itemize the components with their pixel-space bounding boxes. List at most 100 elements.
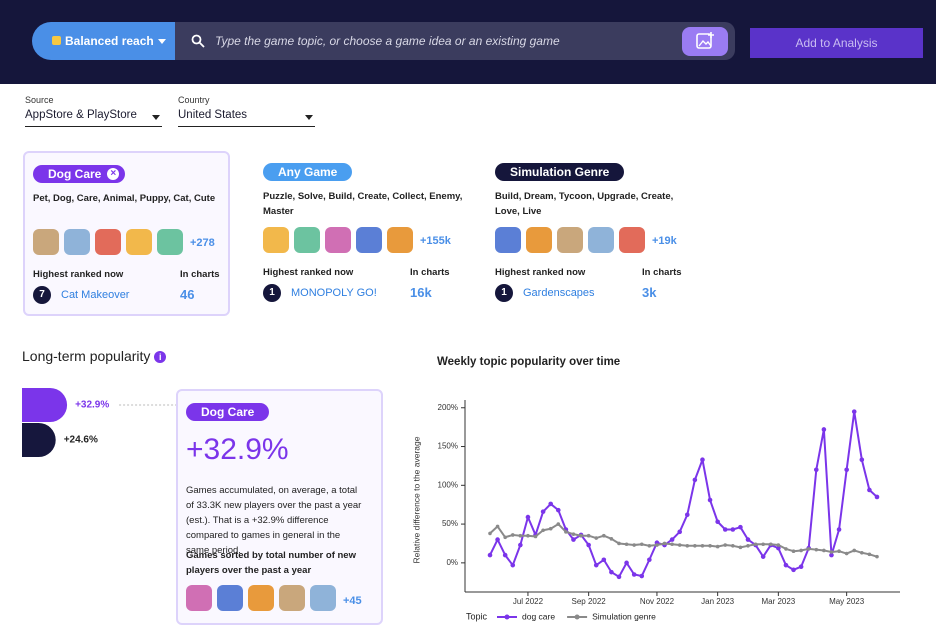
- data-point: [768, 542, 773, 547]
- data-point: [798, 564, 804, 570]
- x-tick-label: Nov 2022: [640, 597, 675, 606]
- data-point: [548, 501, 554, 507]
- data-point: [715, 519, 720, 525]
- data-point: [609, 537, 614, 541]
- game-icon: [263, 227, 289, 253]
- keywords: Build, Dream, Tycoon, Upgrade, Create, L…: [495, 191, 674, 217]
- data-point: [753, 542, 758, 547]
- data-point: [525, 514, 531, 520]
- highest-label: Highest ranked now: [495, 267, 586, 278]
- data-point: [791, 549, 796, 554]
- game-icon: [294, 227, 320, 253]
- filter-label: Country: [178, 95, 210, 105]
- filter-value: AppStore & PlayStore: [25, 109, 137, 121]
- keywords: Puzzle, Solve, Build, Create, Collect, E…: [263, 191, 463, 217]
- x-tick-label: Jan 2023: [701, 597, 734, 606]
- game-icon: [310, 585, 336, 611]
- data-point: [860, 550, 864, 555]
- data-point: [670, 542, 674, 547]
- data-point: [533, 534, 538, 539]
- data-point: [488, 531, 492, 536]
- y-tick-label: 200%: [438, 403, 458, 412]
- more-games: +45: [343, 595, 362, 607]
- data-point: [723, 543, 728, 547]
- filter-select[interactable]: AppStore & PlayStore: [25, 109, 162, 127]
- game-icon: [557, 227, 583, 253]
- data-point: [526, 533, 530, 538]
- topic-card[interactable]: Any Game Puzzle, Solve, Build, Create, Co…: [255, 151, 462, 316]
- data-point: [662, 541, 667, 546]
- highest-label: Highest ranked now: [33, 269, 124, 280]
- search-box[interactable]: Type the game topic, or choose a game id…: [175, 22, 735, 60]
- x-tick-label: May 2023: [829, 597, 865, 606]
- data-point: [692, 477, 698, 483]
- charts-count: 3k: [642, 285, 657, 300]
- data-point: [632, 543, 636, 547]
- popularity-bar: [22, 423, 56, 457]
- detail-text: Games accumulated, on average, a total o…: [186, 485, 362, 556]
- game-icon: [356, 227, 382, 253]
- rank-badge: 1: [495, 284, 513, 302]
- data-point: [540, 509, 546, 514]
- data-point: [700, 543, 705, 548]
- data-point: [586, 533, 591, 538]
- data-point: [799, 548, 803, 553]
- game-icon: [495, 227, 521, 253]
- data-point: [745, 537, 751, 542]
- data-point: [594, 536, 599, 540]
- detail-headline: +32.9%: [186, 433, 289, 466]
- data-point: [836, 527, 842, 532]
- series-line: [489, 410, 878, 578]
- data-point: [776, 543, 781, 547]
- image-button[interactable]: [682, 27, 728, 56]
- data-point: [783, 562, 789, 568]
- tag-label: Simulation Genre: [510, 165, 610, 179]
- data-point: [677, 529, 683, 535]
- data-point: [586, 542, 591, 548]
- data-point: [867, 552, 872, 557]
- data-point: [495, 524, 500, 529]
- data-point: [760, 554, 766, 559]
- popularity-bars: +32.9% +24.6%: [21, 388, 176, 457]
- highest-label: Highest ranked now: [263, 267, 354, 278]
- data-point: [852, 548, 857, 553]
- y-axis-label: Relative difference to the average: [411, 436, 421, 563]
- line-chart: Weekly topic popularity over time Relativ…: [411, 356, 900, 621]
- game-icon: [33, 229, 59, 255]
- game-icon: [95, 229, 121, 255]
- game-icon: [157, 229, 183, 255]
- mode-toggle[interactable]: Balanced reach: [32, 22, 175, 60]
- legend-label: Simulation genre: [592, 611, 656, 621]
- popularity-bar: [21, 388, 68, 422]
- data-point: [631, 572, 637, 577]
- data-point: [624, 560, 629, 566]
- section-title: Long-term popularity i: [22, 348, 167, 364]
- mode-label: Balanced reach: [65, 34, 154, 48]
- rank-badge: 7: [33, 286, 51, 304]
- data-point: [655, 543, 659, 547]
- data-point: [555, 507, 561, 513]
- topic-tag: Any Game: [263, 163, 353, 181]
- data-point: [829, 550, 834, 554]
- topic-card[interactable]: Dog Care × Pet, Dog, Care, Animal, Puppy, …: [23, 151, 230, 316]
- more-games: +155k: [420, 235, 451, 247]
- game-icon: [248, 585, 274, 611]
- data-point: [677, 543, 682, 547]
- top-game: MONOPOLY GO!: [291, 287, 377, 299]
- data-point: [859, 457, 865, 463]
- data-point: [487, 552, 493, 558]
- filter-select[interactable]: United States: [178, 109, 315, 127]
- legend-title: Topic: [466, 611, 488, 621]
- y-tick-label: 0%: [446, 558, 458, 567]
- y-tick-label: 50%: [442, 519, 458, 528]
- data-point: [813, 467, 819, 473]
- topic-card[interactable]: Simulation Genre Build, Dream, Tycoon, Up…: [487, 151, 694, 316]
- y-tick-label: 150%: [438, 442, 458, 451]
- rank-badge: 1: [263, 284, 281, 302]
- data-point: [700, 457, 705, 463]
- data-point: [617, 541, 621, 546]
- data-point: [791, 567, 796, 573]
- legend-dot: [504, 614, 510, 620]
- add-button[interactable]: Add to Analysis: [750, 28, 923, 58]
- data-point: [844, 551, 849, 556]
